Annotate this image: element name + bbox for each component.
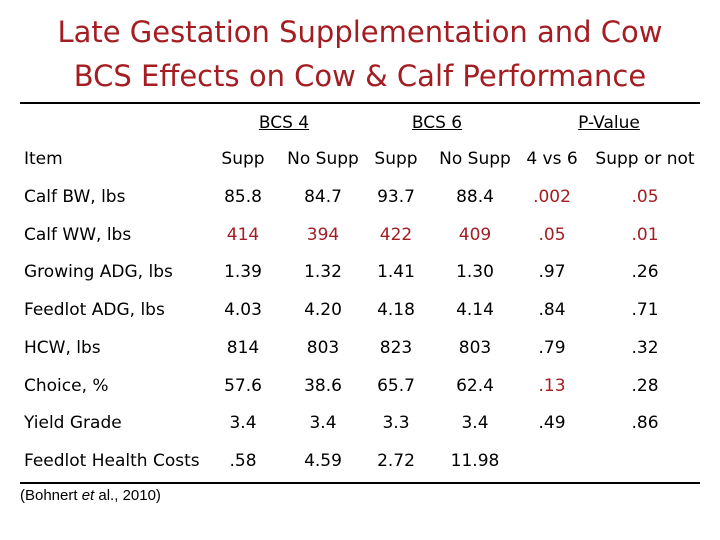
citation: (Bohnert et al., 2010) [20,487,161,505]
cell-bcs6-supp: 2.72 [377,450,415,471]
cell-bcs6-supp: 65.7 [377,375,415,396]
citation-suffix: al., 2010) [94,487,161,504]
table-bottom-rule [20,482,700,484]
column-header-bcs6-supp: Supp [374,149,418,169]
cell-p-supp-or-not: .86 [631,413,659,434]
column-header-supp-or-not: Supp or not [595,149,695,169]
cell-bcs4-supp: 85.8 [224,187,262,207]
cell-bcs4-no-supp: 4.20 [304,300,342,321]
cell-bcs6-no-supp: 11.98 [450,450,500,471]
slide-title-line-1: Late Gestation Supplementation and Cow [57,15,663,49]
cell-bcs4-no-supp: 3.4 [309,413,337,434]
row-label: Calf WW, lbs [24,224,132,245]
cell-bcs4-no-supp: 4.59 [304,450,342,471]
cell-bcs6-supp: 3.3 [382,413,410,434]
cell-p-supp-or-not: .28 [631,375,659,396]
cell-bcs6-supp: 823 [379,337,413,358]
group-header-bcs4: BCS 4 [258,113,310,133]
cell-bcs6-no-supp: 803 [458,337,492,358]
row-label: Calf BW, lbs [24,187,126,207]
cell-bcs6-supp: 4.18 [377,300,415,321]
cell-p-4-vs-6: .49 [538,413,566,434]
cell-p-supp-or-not: .05 [631,187,659,207]
row-label: Yield Grade [24,413,122,434]
cell-p-4-vs-6: .002 [533,187,571,207]
table-top-rule [20,102,700,104]
group-header-bcs6: BCS 6 [411,113,463,133]
cell-p-4-vs-6: .79 [538,337,566,358]
cell-bcs4-no-supp: 84.7 [304,187,342,207]
cell-bcs4-supp: 3.4 [229,413,257,434]
column-header-bcs6-no-supp: No Supp [439,149,511,169]
cell-bcs4-supp: 1.39 [224,262,262,283]
cell-bcs6-no-supp: 88.4 [456,187,494,207]
cell-bcs6-supp: 1.41 [377,262,415,283]
cell-p-supp-or-not: .32 [631,337,659,358]
cell-bcs4-no-supp: 38.6 [304,375,342,396]
cell-bcs6-no-supp: 3.4 [461,413,489,434]
citation-et: et [81,487,95,504]
cell-bcs6-no-supp: 62.4 [456,375,494,396]
row-label: Feedlot Health Costs [24,450,200,471]
column-header-bcs4-no-supp: No Supp [287,149,359,169]
cell-p-supp-or-not: .01 [631,224,659,245]
column-header-bcs4-supp: Supp [221,149,265,169]
cell-p-4-vs-6: .05 [538,224,566,245]
cell-bcs6-supp: 93.7 [377,187,415,207]
cell-bcs4-supp: 814 [226,337,260,358]
row-label: Growing ADG, lbs [24,262,173,283]
column-header-4-vs-6: 4 vs 6 [526,149,578,169]
cell-bcs6-no-supp: 409 [458,224,492,245]
cell-bcs4-supp: 57.6 [224,375,262,396]
column-header-item: Item [24,149,63,169]
cell-p-supp-or-not: .26 [631,262,659,283]
row-label: Choice, % [24,375,109,396]
cell-bcs4-no-supp: 394 [306,224,340,245]
cell-p-4-vs-6: .84 [538,300,566,321]
cell-p-supp-or-not: .71 [631,300,659,321]
cell-bcs4-no-supp: 803 [306,337,340,358]
cell-bcs4-supp: 414 [226,224,260,245]
group-header-pvalue: P-Value [578,113,640,133]
cell-bcs6-no-supp: 1.30 [456,262,494,283]
row-label: Feedlot ADG, lbs [24,300,165,321]
slide-title-line-2: BCS Effects on Cow & Calf Performance [73,59,647,93]
cell-bcs6-supp: 422 [379,224,413,245]
cell-bcs6-no-supp: 4.14 [456,300,494,321]
cell-bcs4-no-supp: 1.32 [304,262,342,283]
cell-p-4-vs-6: .97 [538,262,566,283]
cell-p-4-vs-6: .13 [538,375,566,396]
cell-bcs4-supp: 4.03 [224,300,262,321]
row-label: HCW, lbs [24,337,101,358]
citation-prefix: (Bohnert [20,487,82,504]
cell-bcs4-supp: .58 [229,450,257,471]
